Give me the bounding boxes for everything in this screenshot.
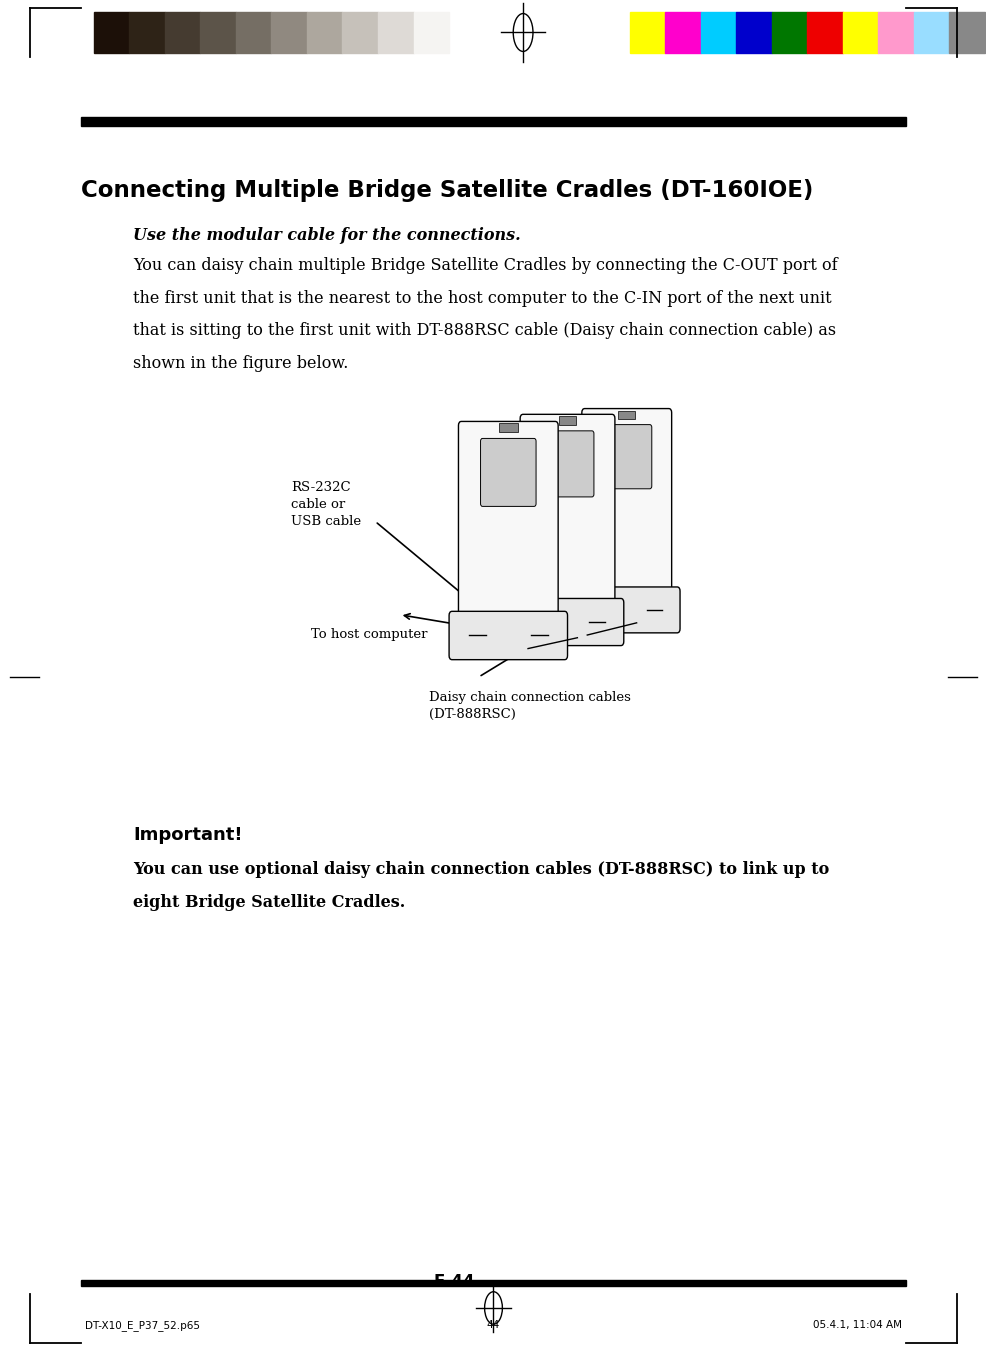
Bar: [165, 12, 200, 53]
Text: To host computer: To host computer: [311, 628, 427, 642]
Bar: [558, 416, 576, 425]
Bar: [665, 12, 700, 53]
Text: DT-X10_E_P37_52.p65: DT-X10_E_P37_52.p65: [85, 1320, 200, 1331]
FancyBboxPatch shape: [573, 586, 679, 632]
Bar: [271, 12, 307, 53]
FancyBboxPatch shape: [480, 439, 535, 506]
Bar: [129, 12, 165, 53]
Bar: [499, 424, 518, 432]
Bar: [81, 118, 905, 126]
Bar: [200, 12, 236, 53]
Bar: [94, 12, 129, 53]
Text: Daisy chain connection cables
(DT-888RSC): Daisy chain connection cables (DT-888RSC…: [429, 691, 631, 720]
FancyBboxPatch shape: [511, 598, 623, 646]
FancyBboxPatch shape: [449, 612, 567, 659]
FancyBboxPatch shape: [540, 431, 594, 497]
FancyBboxPatch shape: [458, 421, 557, 620]
Text: eight Bridge Satellite Cradles.: eight Bridge Satellite Cradles.: [133, 894, 405, 911]
Bar: [307, 12, 342, 53]
Text: E-44: E-44: [433, 1273, 474, 1290]
Bar: [617, 410, 635, 418]
FancyBboxPatch shape: [582, 409, 670, 594]
Text: Use the modular cable for the connections.: Use the modular cable for the connection…: [133, 227, 521, 245]
Bar: [878, 12, 913, 53]
Text: RS-232C
cable or
USB cable: RS-232C cable or USB cable: [291, 481, 361, 528]
Bar: [378, 12, 413, 53]
Text: Important!: Important!: [133, 826, 243, 844]
FancyBboxPatch shape: [601, 425, 651, 489]
Bar: [342, 12, 378, 53]
Text: You can daisy chain multiple Bridge Satellite Cradles by connecting the C-OUT po: You can daisy chain multiple Bridge Sate…: [133, 257, 837, 275]
Text: 05.4.1, 11:04 AM: 05.4.1, 11:04 AM: [812, 1320, 901, 1330]
Bar: [81, 1281, 905, 1286]
Text: shown in the figure below.: shown in the figure below.: [133, 355, 348, 372]
Text: the first unit that is the nearest to the host computer to the C-IN port of the : the first unit that is the nearest to th…: [133, 290, 831, 307]
Text: You can use optional daisy chain connection cables (DT-888RSC) to link up to: You can use optional daisy chain connect…: [133, 861, 828, 879]
Bar: [700, 12, 736, 53]
Bar: [913, 12, 949, 53]
Text: 44: 44: [486, 1320, 500, 1330]
Bar: [771, 12, 807, 53]
Bar: [842, 12, 878, 53]
Bar: [807, 12, 842, 53]
FancyBboxPatch shape: [520, 414, 614, 607]
Bar: [413, 12, 449, 53]
Text: Connecting Multiple Bridge Satellite Cradles (DT-160IOE): Connecting Multiple Bridge Satellite Cra…: [81, 179, 812, 202]
Bar: [236, 12, 271, 53]
Bar: [629, 12, 665, 53]
Bar: [736, 12, 771, 53]
Bar: [949, 12, 984, 53]
Text: that is sitting to the first unit with DT-888RSC cable (Daisy chain connection c: that is sitting to the first unit with D…: [133, 322, 835, 340]
